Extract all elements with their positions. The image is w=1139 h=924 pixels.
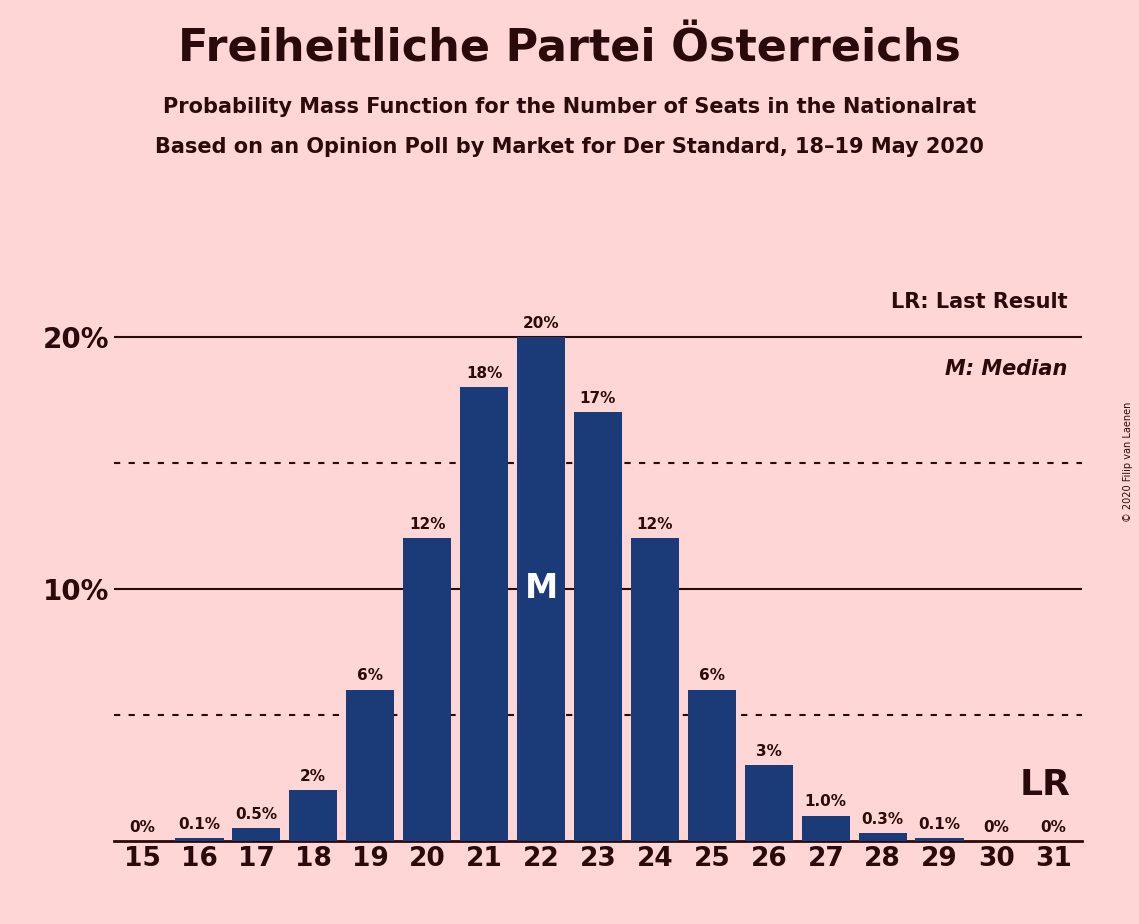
Text: 3%: 3% (756, 744, 781, 759)
Text: 17%: 17% (580, 391, 616, 407)
Bar (802, 816, 850, 841)
Text: 0.3%: 0.3% (862, 812, 903, 827)
Text: Based on an Opinion Poll by Market for Der Standard, 18–19 May 2020: Based on an Opinion Poll by Market for D… (155, 137, 984, 157)
Text: 0.1%: 0.1% (919, 817, 960, 832)
Bar (232, 828, 280, 841)
Text: 2%: 2% (301, 769, 326, 784)
Text: 0%: 0% (984, 820, 1009, 834)
Bar (517, 337, 565, 841)
Text: LR: LR (1019, 769, 1071, 802)
Bar (289, 790, 337, 841)
Bar (631, 539, 679, 841)
Text: 20%: 20% (523, 315, 559, 331)
Text: M: M (524, 572, 558, 605)
Bar (574, 412, 622, 841)
Text: Probability Mass Function for the Number of Seats in the Nationalrat: Probability Mass Function for the Number… (163, 97, 976, 117)
Text: M: Median: M: Median (945, 359, 1067, 379)
Text: 12%: 12% (637, 517, 673, 532)
Bar (175, 838, 223, 841)
Text: 6%: 6% (699, 668, 724, 684)
Bar (346, 689, 394, 841)
Text: 12%: 12% (409, 517, 445, 532)
Bar (859, 833, 907, 841)
Text: © 2020 Filip van Laenen: © 2020 Filip van Laenen (1123, 402, 1133, 522)
Text: 0.1%: 0.1% (179, 817, 220, 832)
Text: LR: Last Result: LR: Last Result (891, 292, 1067, 312)
Bar (916, 838, 964, 841)
Text: 6%: 6% (358, 668, 383, 684)
Text: 0.5%: 0.5% (236, 807, 277, 822)
Text: Freiheitliche Partei Österreichs: Freiheitliche Partei Österreichs (178, 28, 961, 71)
Text: 1.0%: 1.0% (805, 795, 846, 809)
Bar (745, 765, 793, 841)
Bar (460, 387, 508, 841)
Text: 0%: 0% (130, 820, 155, 834)
Bar (403, 539, 451, 841)
Text: 18%: 18% (466, 366, 502, 381)
Text: 0%: 0% (1041, 820, 1066, 834)
Bar (688, 689, 736, 841)
